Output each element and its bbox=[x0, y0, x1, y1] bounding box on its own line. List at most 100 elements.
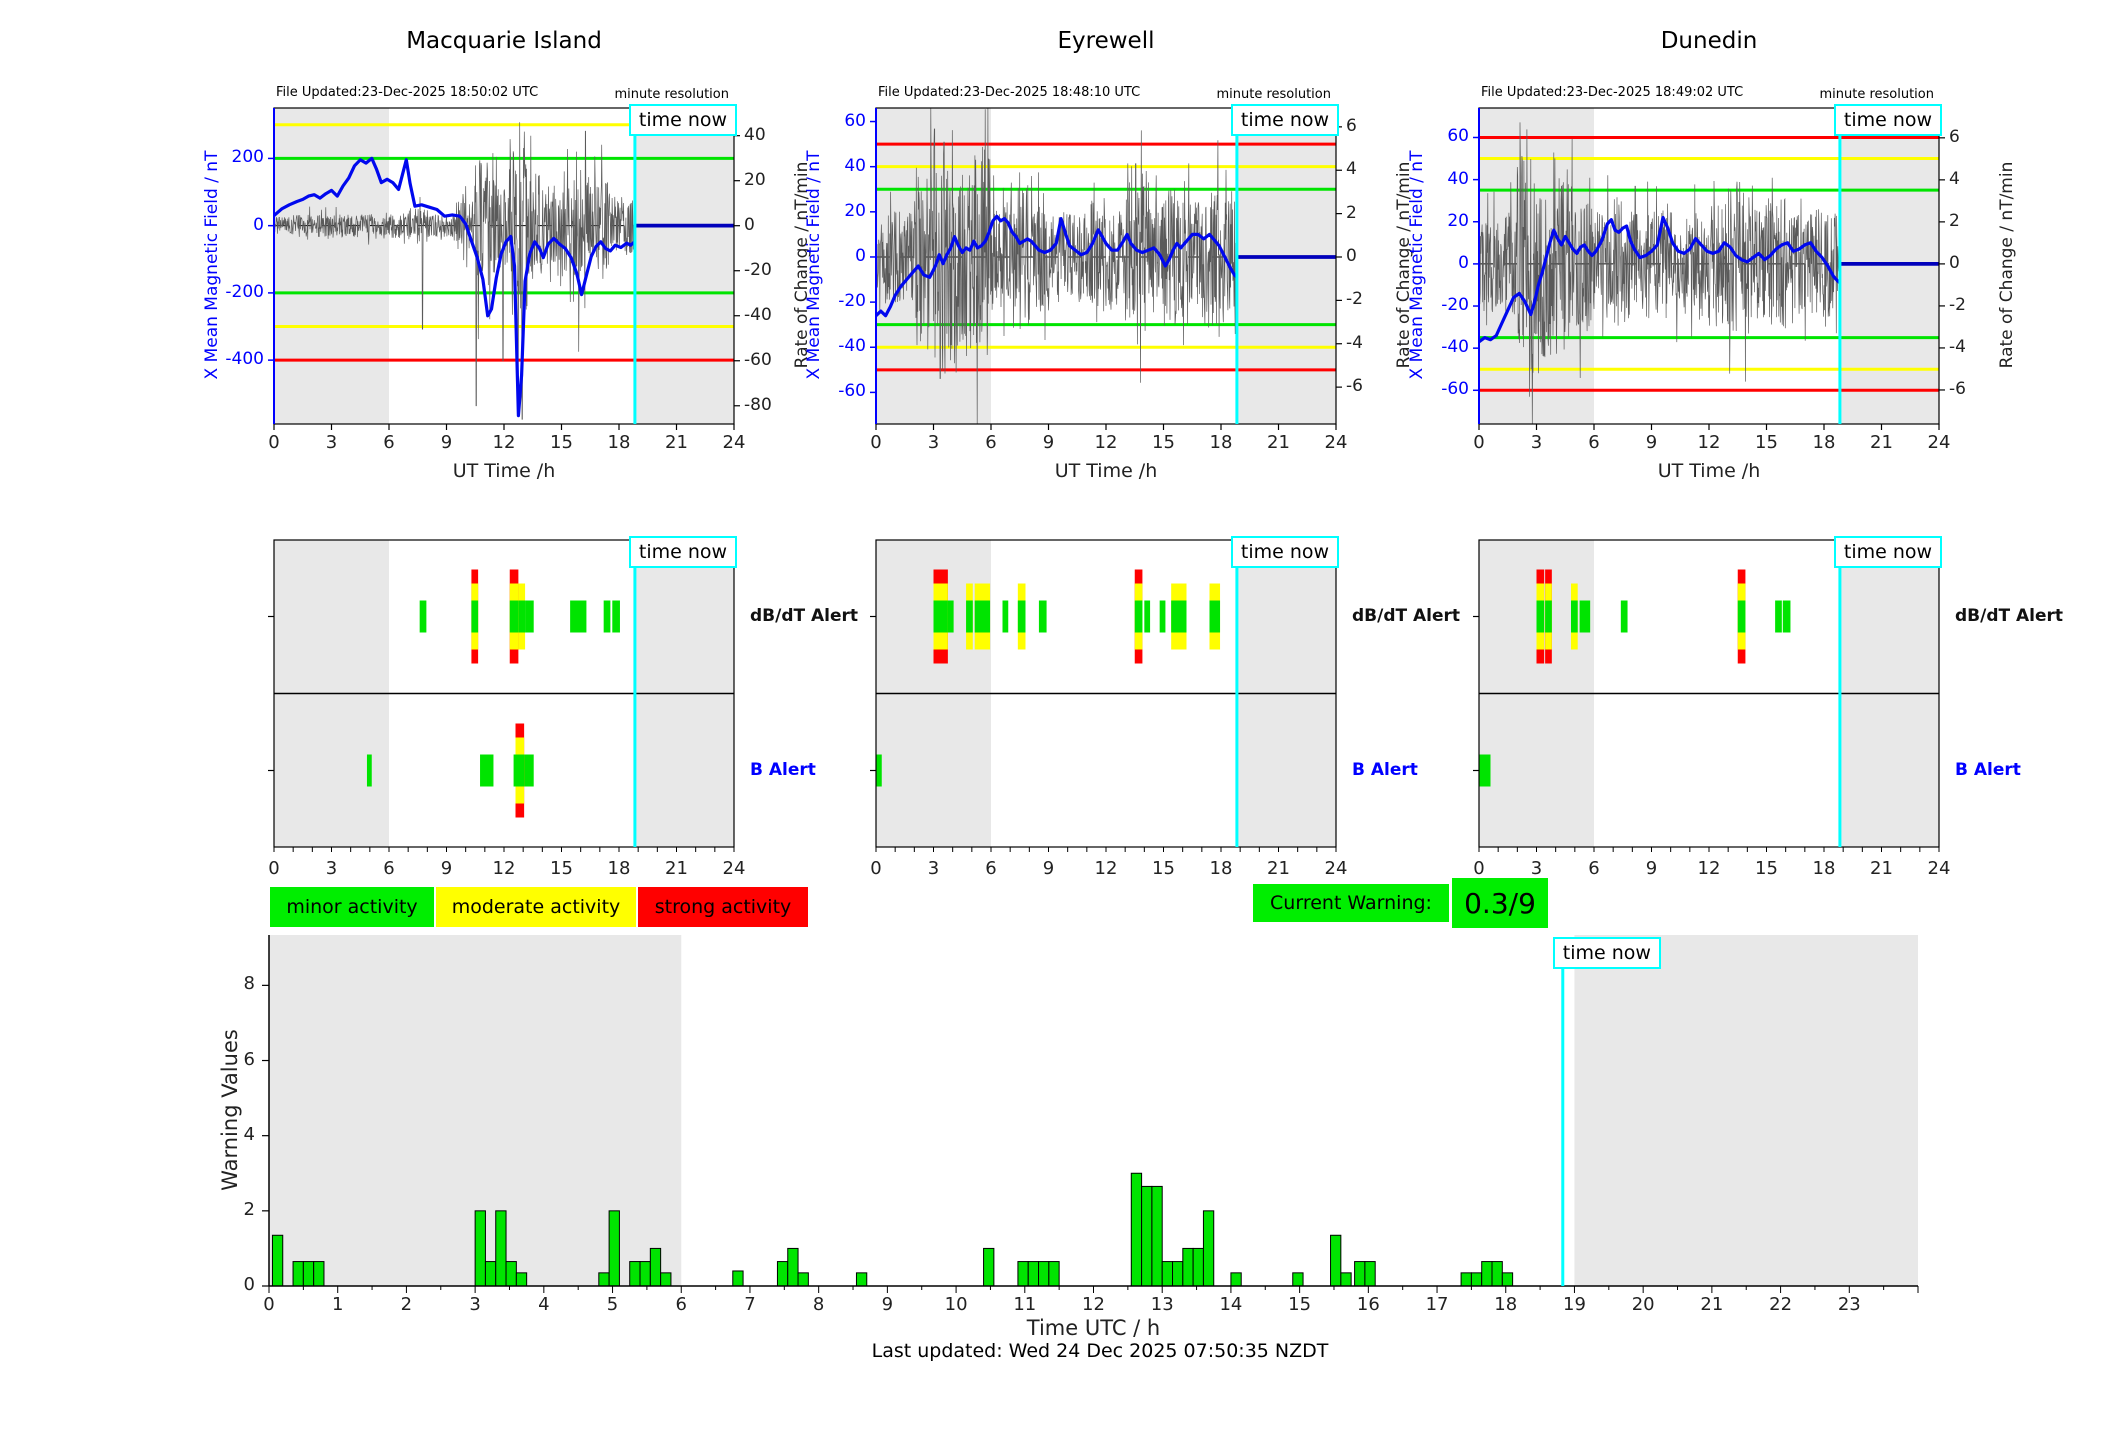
y-left-tick-label: -60 bbox=[838, 381, 866, 402]
x-tick-label: 0 bbox=[268, 432, 280, 453]
y-right-tick-label: -40 bbox=[744, 304, 772, 325]
warning-bar bbox=[608, 1210, 620, 1287]
y-right-tick-label: 2 bbox=[1346, 202, 1357, 223]
alert-bar-green bbox=[1171, 600, 1187, 633]
y-right-tick-label: -6 bbox=[1949, 378, 1966, 399]
alert-bar-green bbox=[1017, 600, 1026, 633]
shaded-hours-region bbox=[1839, 108, 1939, 424]
x-tick-label: 21 bbox=[1267, 432, 1290, 453]
y-left-tick-label: -400 bbox=[225, 349, 264, 370]
field-trace bbox=[272, 156, 636, 418]
strip-x-tick-label: 9 bbox=[1042, 858, 1055, 879]
alert-bar-green bbox=[1775, 600, 1782, 633]
warning-bar bbox=[1151, 1185, 1163, 1287]
warning-time-now-box: time now bbox=[1552, 937, 1661, 969]
warning-bar bbox=[1202, 1210, 1215, 1287]
warning-bar bbox=[855, 1272, 868, 1287]
strip-x-tick-label: 15 bbox=[1152, 858, 1175, 879]
alert-bar-green bbox=[480, 754, 494, 787]
strip-x-tick-label: 6 bbox=[985, 858, 997, 879]
warning-bar bbox=[1330, 1234, 1342, 1287]
x-tick-label: 18 bbox=[607, 432, 631, 453]
shaded-hours-region bbox=[274, 108, 389, 424]
warning-bar bbox=[1172, 1261, 1184, 1287]
warning-x-tick-label: 0 bbox=[263, 1294, 275, 1315]
strip-x-tick-label: 0 bbox=[1473, 858, 1485, 879]
strip-x-tick-label: 3 bbox=[1530, 858, 1543, 879]
warning-bar bbox=[1230, 1272, 1242, 1287]
strip-x-tick-label: 3 bbox=[927, 858, 940, 879]
y-left-tick-label: 0 bbox=[253, 214, 264, 235]
warning-bar bbox=[598, 1272, 610, 1287]
y-right-tick-label: -2 bbox=[1949, 294, 1966, 315]
chart-title: Macquarie Island bbox=[406, 28, 602, 54]
alert-bar-green bbox=[1159, 600, 1166, 633]
warning-bar bbox=[1354, 1261, 1366, 1287]
y-right-tick-label: 4 bbox=[1949, 168, 1960, 189]
warning-bar bbox=[1048, 1261, 1060, 1287]
warning-x-tick-label: 18 bbox=[1494, 1294, 1518, 1315]
alert-bar-green bbox=[1134, 600, 1143, 633]
time-utc-axis-label: Time UTC / h bbox=[1026, 1316, 1161, 1340]
ut-time-axis-label: UT Time /h bbox=[1657, 460, 1761, 482]
strip-x-tick-label: 24 bbox=[722, 858, 746, 879]
x-tick-label: 15 bbox=[550, 432, 573, 453]
y-left-tick-label: -20 bbox=[838, 291, 866, 312]
alert-bar-green bbox=[933, 600, 948, 633]
warning-bar bbox=[1491, 1261, 1503, 1287]
alert-bar-green bbox=[1144, 600, 1151, 633]
warning-y-tick-label: 0 bbox=[243, 1274, 255, 1295]
y-right-tick-label: -60 bbox=[744, 349, 772, 370]
warning-x-tick-label: 21 bbox=[1700, 1294, 1724, 1315]
y-left-tick-label: -40 bbox=[838, 336, 866, 357]
x-tick-label: 21 bbox=[665, 432, 688, 453]
x-tick-label: 6 bbox=[985, 432, 997, 453]
x-tick-label: 12 bbox=[492, 432, 516, 453]
strip-x-tick-label: 18 bbox=[607, 858, 631, 879]
warning-bar bbox=[515, 1272, 528, 1287]
dbdt-alert-label: dB/dT Alert bbox=[1352, 605, 1461, 626]
warning-bar bbox=[1017, 1261, 1029, 1287]
y-left-tick-label: -60 bbox=[1441, 379, 1469, 400]
b-alert-label: B Alert bbox=[1352, 759, 1418, 780]
warning-bar bbox=[1182, 1247, 1194, 1287]
y-left-tick-label: 60 bbox=[1447, 126, 1469, 147]
y-right-tick-label: -6 bbox=[1346, 376, 1363, 397]
warning-bar bbox=[1470, 1272, 1483, 1287]
warning-bar bbox=[505, 1261, 517, 1287]
y-right-tick-label: -4 bbox=[1346, 332, 1363, 353]
warning-bar bbox=[1501, 1272, 1514, 1287]
warning-x-tick-label: 16 bbox=[1356, 1294, 1380, 1315]
alert-bar-green bbox=[1209, 600, 1221, 633]
legend-moderate-activity: moderate activity bbox=[436, 887, 636, 927]
warning-x-tick-label: 11 bbox=[1013, 1294, 1037, 1315]
x-tick-label: 0 bbox=[870, 432, 882, 453]
alert-bar-green bbox=[1038, 600, 1047, 633]
rate-of-change-trace bbox=[273, 122, 636, 420]
current-warning-value-box: 0.3/9 bbox=[1452, 878, 1548, 928]
legend-strong-activity: strong activity bbox=[638, 887, 808, 927]
warning-bar bbox=[1161, 1261, 1174, 1287]
warning-bar bbox=[1292, 1272, 1304, 1287]
warning-y-tick-label: 6 bbox=[243, 1048, 255, 1070]
strip-x-tick-label: 18 bbox=[1812, 858, 1836, 879]
warning-bar bbox=[660, 1272, 672, 1287]
warning-x-tick-label: 6 bbox=[675, 1294, 687, 1315]
strip-x-tick-label: 0 bbox=[870, 858, 882, 879]
alert-bar-green bbox=[974, 600, 991, 633]
current-warning-value: 0.3/9 bbox=[1464, 886, 1536, 920]
alert-bar-green bbox=[1737, 600, 1746, 633]
warning-bar bbox=[1038, 1261, 1050, 1287]
x-tick-label: 12 bbox=[1697, 432, 1721, 453]
alert-bar-green bbox=[1579, 600, 1591, 633]
alert-bar-green bbox=[1536, 600, 1545, 633]
strip-x-tick-label: 24 bbox=[1324, 858, 1348, 879]
strip-time-now-box: time now bbox=[1230, 536, 1340, 568]
alert-bar-green bbox=[419, 600, 427, 633]
y-right-tick-label: 2 bbox=[1949, 210, 1960, 231]
strip-x-tick-label: 9 bbox=[440, 858, 453, 879]
warning-bar bbox=[776, 1261, 789, 1287]
x-tick-label: 24 bbox=[1927, 432, 1951, 453]
x-tick-label: 0 bbox=[1473, 432, 1485, 453]
